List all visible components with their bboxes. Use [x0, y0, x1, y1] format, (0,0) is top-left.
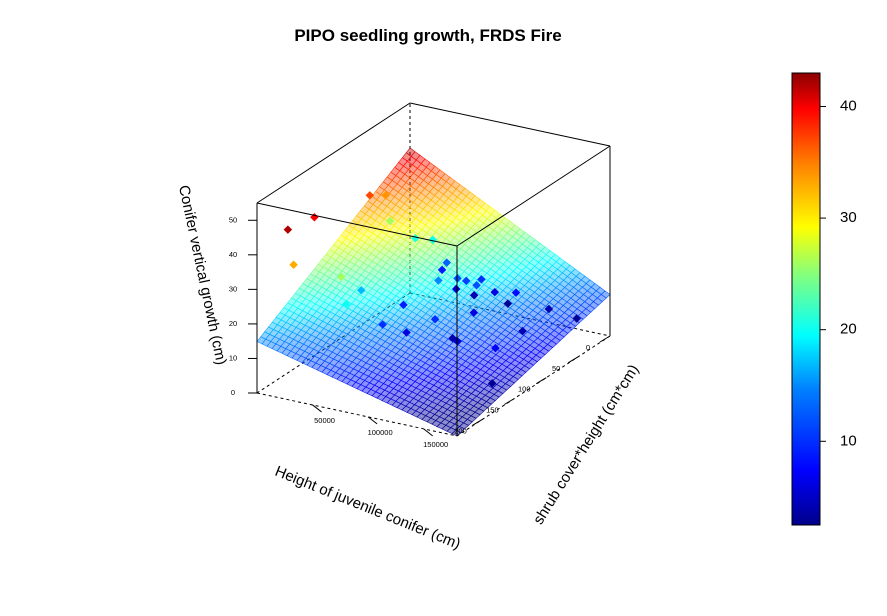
- data-point: [381, 190, 391, 200]
- colorbar-tick-label: 30: [840, 209, 857, 226]
- x-axis-label: Height of juvenile conifer (cm): [273, 463, 463, 553]
- data-point: [365, 191, 375, 200]
- tick-label: 30: [229, 284, 237, 293]
- data-point: [437, 265, 447, 275]
- axis-ticks: 0 50 100 150 200 50000 100000 150000 0 10 20 30 40 50: [229, 215, 611, 449]
- data-point: [385, 216, 395, 226]
- chart-title: PIPO seedling growth, FRDS Fire: [294, 26, 561, 45]
- tick-label: 50000: [314, 416, 335, 425]
- tick-label: 20: [229, 319, 237, 328]
- data-point: [430, 315, 440, 324]
- data-point: [518, 326, 527, 336]
- tick-label: 100: [518, 385, 531, 394]
- data-point: [469, 290, 479, 300]
- data-point: [399, 300, 408, 310]
- y-tick: [367, 416, 378, 425]
- data-point: [337, 272, 346, 282]
- data-point: [357, 285, 366, 295]
- data-point: [490, 287, 500, 297]
- tick-label: 0: [586, 343, 590, 352]
- data-point: [434, 276, 443, 285]
- box-edge: [256, 102, 411, 204]
- tick-label: 100000: [368, 428, 393, 437]
- data-point: [283, 225, 293, 234]
- colorbar-tick-label: 10: [840, 432, 857, 449]
- colorbar-ticks: 10 20 30 40: [820, 97, 857, 449]
- data-point: [289, 260, 298, 269]
- box-edge: [256, 202, 458, 247]
- x-tick: [472, 418, 483, 426]
- data-point: [378, 320, 387, 329]
- data-point: [453, 274, 462, 283]
- data-point: [451, 284, 461, 294]
- regression-surface: [256, 147, 611, 437]
- colorbar: [791, 72, 821, 526]
- x-tick: [504, 398, 515, 405]
- data-point: [487, 379, 497, 388]
- data-point: [428, 235, 438, 245]
- colorbar-tick-label: 40: [840, 97, 857, 114]
- x-tick: [567, 356, 579, 364]
- data-point: [503, 299, 513, 308]
- y-tick: [423, 428, 433, 437]
- box-edge: [456, 145, 611, 247]
- data-point: [477, 275, 486, 284]
- tick-label: 50: [229, 215, 237, 224]
- data-point: [341, 300, 351, 309]
- data-point: [472, 280, 481, 290]
- x-tick: [535, 377, 547, 385]
- z-axis-label: Conifer vertical growth (cm): [175, 184, 230, 367]
- tick-label: 150: [486, 405, 499, 414]
- y-axis-label: shrub cover*height (cm*cm): [530, 362, 642, 528]
- x-tick: [599, 335, 611, 343]
- tick-label: 150000: [423, 440, 448, 449]
- tick-label: 50: [552, 364, 560, 373]
- tick-label: 40: [229, 250, 237, 259]
- box-edge: [256, 292, 411, 394]
- data-point: [469, 308, 479, 317]
- y-tick: [312, 404, 322, 413]
- data-point: [442, 258, 452, 267]
- data-point: [511, 288, 521, 297]
- tick-label: 200: [454, 426, 467, 435]
- colorbar-tick-label: 20: [840, 321, 857, 338]
- data-point: [462, 276, 471, 286]
- box-edge: [409, 102, 611, 147]
- tick-label: 0: [231, 388, 235, 397]
- tick-label: 10: [229, 353, 237, 362]
